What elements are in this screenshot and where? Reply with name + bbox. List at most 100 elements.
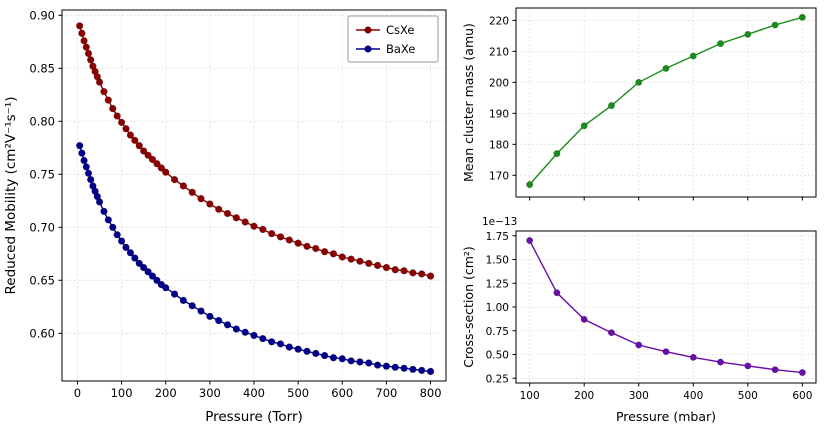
y-tick-label: 0.85: [29, 61, 55, 75]
data-point: [197, 194, 205, 203]
data-point: [75, 22, 84, 30]
data-point: [526, 181, 534, 189]
x-tick-label: 200: [155, 386, 177, 400]
data-point: [689, 52, 697, 60]
data-point: [86, 175, 95, 184]
y-tick-label: 190: [489, 108, 509, 120]
data-point: [100, 87, 108, 96]
y-tick-label: 200: [489, 77, 509, 89]
data-point: [365, 359, 373, 367]
data-point: [635, 341, 643, 349]
data-point: [329, 250, 338, 258]
data-point: [391, 266, 399, 274]
data-point: [179, 182, 188, 190]
data-point: [206, 312, 214, 321]
data-point: [144, 268, 152, 276]
data-point: [744, 30, 752, 38]
data-point: [409, 365, 417, 374]
data-point: [80, 156, 88, 165]
x-tick-label: 400: [243, 386, 265, 400]
y-tick-label: 0.65: [29, 273, 55, 287]
data-point: [267, 338, 276, 346]
gridlines: [516, 8, 816, 197]
data-point: [771, 21, 779, 29]
data-point: [100, 207, 108, 216]
mobility-chart: 0 100 200 300 400 500 600 700 800 0.60 0.65 0.70 0.7…: [3, 8, 447, 425]
data-point: [798, 369, 806, 377]
data-point: [347, 255, 355, 263]
data-point: [117, 118, 126, 127]
data-point: [113, 231, 121, 239]
data-point: [662, 64, 670, 72]
x-axis-label: Pressure (Torr): [205, 409, 303, 425]
data-point: [607, 329, 615, 337]
data-point: [122, 243, 130, 252]
data-point: [744, 362, 752, 370]
data-point: [553, 289, 561, 297]
data-point: [320, 247, 329, 256]
data-point: [78, 149, 86, 157]
y-tick-label: 170: [489, 170, 509, 182]
data-point: [95, 198, 104, 206]
x-tick-label: 700: [375, 386, 397, 400]
data-point: [373, 261, 382, 270]
tick-marks: [58, 14, 432, 385]
x-tick-label: 600: [331, 386, 353, 400]
data-point: [162, 284, 170, 292]
data-point: [303, 242, 311, 251]
data-point: [250, 331, 258, 340]
data-point: [276, 233, 285, 241]
data-point: [232, 214, 241, 222]
legend-marker-dot: [364, 45, 372, 53]
data-point: [400, 267, 408, 275]
legend-label: BaXe: [386, 42, 415, 56]
data-point: [144, 151, 152, 159]
y-tick-label: 210: [489, 46, 509, 58]
data-point: [426, 367, 435, 376]
y-axis-label: Reduced Mobility (cm²V⁻¹s⁻¹): [3, 97, 19, 295]
y-tick-label: 1.75: [486, 231, 509, 243]
data-point: [84, 169, 93, 177]
x-tick-label: 300: [199, 386, 221, 400]
x-tick-label: 800: [420, 386, 442, 400]
data-point: [391, 363, 399, 371]
y-tick-label: 0.25: [486, 373, 509, 385]
data-point: [188, 302, 196, 310]
data-point: [580, 122, 588, 130]
gridlines: [516, 231, 816, 383]
cluster-mass-chart: 170 180 190 200 210 220 Mean cluster mass (amu…: [458, 0, 830, 210]
data-point: [84, 49, 93, 58]
data-point: [382, 362, 391, 370]
data-point: [365, 259, 373, 268]
data-point: [109, 223, 117, 232]
data-point: [312, 349, 320, 358]
data-point: [117, 237, 126, 245]
data-point: [139, 263, 148, 272]
data-point: [329, 353, 338, 362]
y-tick-label: 220: [489, 15, 509, 27]
y-tick-label: 0.70: [29, 220, 55, 234]
data-point: [373, 361, 382, 369]
x-tick-label: 200: [574, 390, 594, 402]
data-point: [148, 272, 157, 280]
x-tick-label: 600: [792, 390, 812, 402]
x-tick-label: 500: [287, 386, 309, 400]
tick-marks: [512, 235, 803, 387]
data-point: [126, 131, 135, 139]
mobility-plot: 0 100 200 300 400 500 600 700 800 0.60 0.65 0.70 0.7…: [3, 8, 447, 425]
data-point: [400, 364, 408, 372]
x-tick-label: 100: [111, 386, 133, 400]
data-point: [223, 209, 232, 218]
data-point: [285, 343, 294, 351]
data-point: [241, 328, 249, 336]
y-tick-label: 0.75: [486, 326, 509, 338]
data-point: [214, 316, 223, 325]
axis-offset-label: 1e−13: [482, 216, 517, 228]
data-point: [771, 366, 779, 374]
data-point: [294, 239, 302, 247]
data-point: [320, 351, 329, 360]
series-cross-section: [526, 236, 806, 377]
data-point: [95, 78, 104, 86]
axes-frame: [515, 7, 817, 198]
